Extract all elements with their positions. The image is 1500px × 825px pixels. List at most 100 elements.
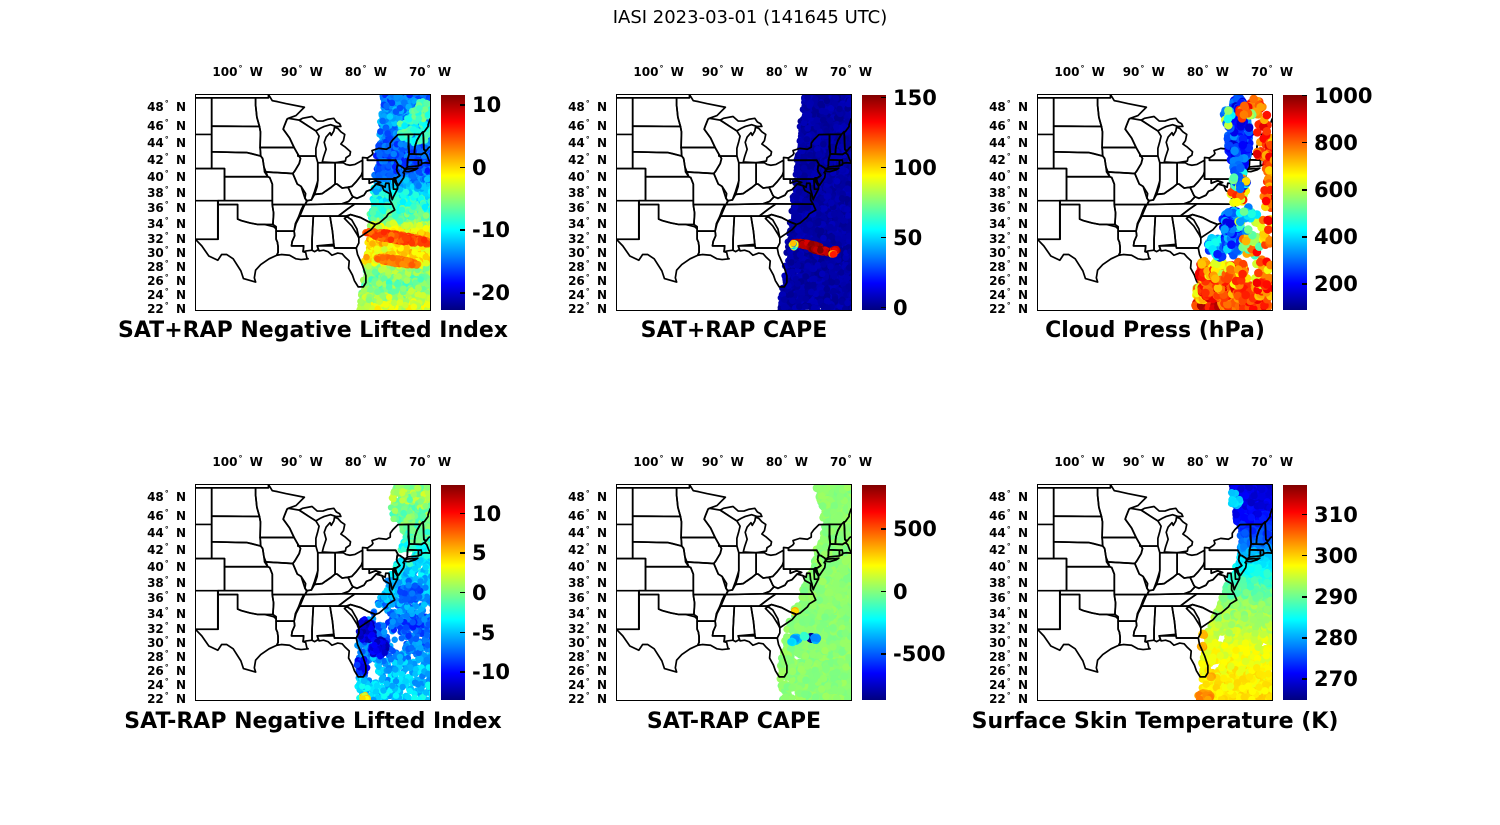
lon-tick-label: 100° W: [633, 64, 684, 79]
lon-tick-label: 90° W: [280, 64, 323, 79]
colorbar-tick: [460, 104, 465, 106]
map-canvas: [1038, 95, 1272, 310]
lat-tick-label: 24° N: [147, 287, 186, 303]
lon-tick-label: 80° W: [1186, 64, 1229, 79]
colorbar-tick: [1302, 94, 1307, 97]
colorbar-tick-label: 0: [472, 580, 487, 605]
lat-tick-label: 26° N: [147, 273, 186, 289]
colorbar-tick-label: 0: [472, 155, 487, 180]
lat-tick-label: 46° N: [568, 117, 607, 133]
colorbar-tick: [460, 591, 465, 594]
colorbar-tick: [460, 166, 465, 169]
lat-tick-label: 28° N: [147, 259, 186, 275]
colorbar-tick: [881, 96, 886, 99]
colorbar-tick: [1302, 141, 1307, 144]
lat-tick-label: 40° N: [568, 558, 607, 574]
colorbar-tick: [881, 590, 886, 593]
colorbar: [862, 95, 886, 310]
lat-tick-label: 38° N: [147, 184, 186, 200]
lat-tick-label: 26° N: [147, 663, 186, 679]
lat-tick-label: 30° N: [989, 635, 1028, 651]
lat-tick-label: 36° N: [147, 200, 186, 216]
lat-tick-label: 44° N: [147, 135, 186, 151]
lat-tick-label: 34° N: [147, 605, 186, 621]
colorbar-tick: [460, 292, 465, 294]
lat-tick-label: 40° N: [568, 168, 607, 184]
colorbar-tick: [460, 512, 465, 515]
lat-tick-label: 34° N: [989, 605, 1028, 621]
lon-tick-label: 80° W: [1186, 454, 1229, 469]
subplot-title: SAT+RAP CAPE: [640, 318, 828, 343]
colorbar-tick: [881, 306, 886, 309]
colorbar: [441, 95, 465, 310]
map-canvas: [196, 485, 430, 700]
lat-tick-label: 40° N: [989, 168, 1028, 184]
lat-tick-label: 30° N: [568, 245, 607, 261]
colorbar-tick-label: -500: [893, 642, 946, 667]
colorbar-tick-label: 5: [472, 541, 487, 566]
lon-tick-label: 90° W: [701, 454, 744, 469]
map-canvas: [617, 485, 851, 700]
subplot-title: Surface Skin Temperature (K): [971, 709, 1339, 734]
lon-tick-label: 100° W: [1054, 454, 1105, 469]
lat-tick-label: 22° N: [147, 300, 186, 316]
lat-tick-label: 46° N: [989, 117, 1028, 133]
lat-tick-label: 48° N: [989, 99, 1028, 115]
subplot-title: SAT-RAP CAPE: [646, 709, 822, 734]
lat-tick-label: 48° N: [568, 489, 607, 505]
map-canvas: [196, 95, 430, 310]
lat-tick-label: 44° N: [147, 525, 186, 541]
map-canvas: [1038, 485, 1272, 700]
lat-tick-label: 26° N: [989, 663, 1028, 679]
lat-tick-label: 26° N: [568, 663, 607, 679]
lat-tick-label: 32° N: [147, 620, 186, 636]
lat-tick-label: 22° N: [989, 300, 1028, 316]
colorbar-tick-label: 290: [1314, 585, 1358, 610]
lat-tick-label: 42° N: [568, 152, 607, 168]
lat-tick-label: 36° N: [989, 590, 1028, 606]
lat-tick-label: 32° N: [568, 620, 607, 636]
lat-tick-label: 48° N: [147, 489, 186, 505]
lat-tick-label: 36° N: [568, 200, 607, 216]
colorbar-tick: [1302, 678, 1307, 680]
lat-tick-label: 38° N: [147, 574, 186, 590]
lat-tick-label: 32° N: [989, 230, 1028, 246]
lat-tick-label: 42° N: [989, 152, 1028, 168]
lon-tick-label: 70° W: [408, 64, 452, 79]
colorbar-tick: [881, 653, 886, 655]
colorbar-tick-label: 10: [472, 93, 502, 118]
lat-tick-label: 28° N: [989, 649, 1028, 665]
lat-tick-label: 30° N: [147, 635, 186, 651]
colorbar-tick: [1302, 236, 1307, 238]
colorbar-tick: [881, 166, 886, 169]
lon-tick-label: 70° W: [408, 454, 452, 469]
lat-tick-label: 24° N: [989, 677, 1028, 693]
colorbar-tick-label: -5: [472, 620, 496, 645]
lat-tick-label: 40° N: [147, 558, 186, 574]
colorbar-tick-label: 280: [1314, 626, 1358, 651]
lat-tick-label: 44° N: [568, 525, 607, 541]
lon-tick-label: 80° W: [765, 454, 808, 469]
lat-tick-label: 48° N: [989, 489, 1028, 505]
subplot-title: SAT-RAP Negative Lifted Index: [124, 709, 502, 734]
lat-tick-label: 40° N: [989, 558, 1028, 574]
lat-tick-label: 26° N: [568, 273, 607, 289]
lat-tick-label: 30° N: [568, 635, 607, 651]
colorbar-tick-label: 300: [1314, 543, 1358, 568]
colorbar-tick: [881, 528, 886, 530]
lat-tick-label: 44° N: [568, 135, 607, 151]
colorbar-tick-label: 800: [1314, 130, 1358, 155]
lon-tick-label: 100° W: [1054, 64, 1105, 79]
colorbar-tick-label: 0: [893, 295, 908, 320]
lat-tick-label: 22° N: [568, 300, 607, 316]
colorbar-tick-label: 50: [893, 225, 923, 250]
lat-tick-label: 44° N: [989, 525, 1028, 541]
lat-tick-label: 32° N: [147, 230, 186, 246]
lat-tick-label: 24° N: [568, 287, 607, 303]
lat-tick-label: 26° N: [989, 273, 1028, 289]
colorbar-tick-label: 150: [893, 85, 937, 110]
lat-tick-label: 38° N: [568, 184, 607, 200]
colorbar-tick: [1302, 554, 1307, 557]
lat-tick-label: 32° N: [989, 620, 1028, 636]
colorbar-tick-label: 10: [472, 501, 502, 526]
